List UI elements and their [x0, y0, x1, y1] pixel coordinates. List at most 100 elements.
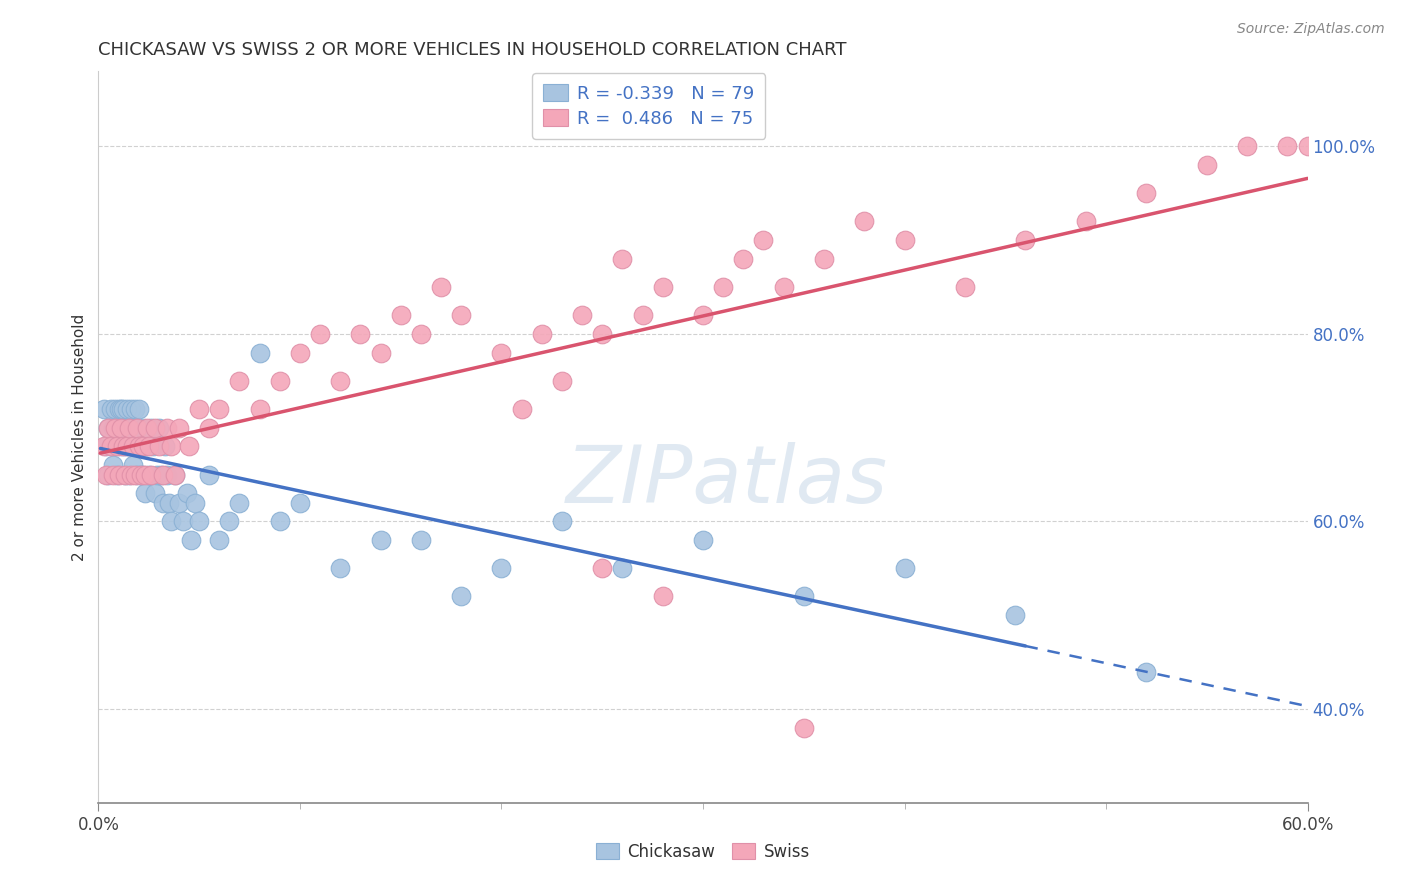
Point: [1074, 214, 1097, 228]
Point: [156, 467, 179, 482]
Point: [184, 496, 207, 510]
Point: [148, 420, 170, 434]
Legend: Chickasaw, Swiss: Chickasaw, Swiss: [589, 837, 817, 868]
Point: [152, 496, 174, 510]
Point: [329, 561, 352, 575]
Y-axis label: 2 or more Vehicles in Household: 2 or more Vehicles in Household: [72, 313, 87, 561]
Point: [128, 401, 150, 416]
Point: [132, 467, 155, 482]
Point: [134, 486, 156, 500]
Point: [813, 252, 835, 266]
Point: [612, 561, 634, 575]
Point: [124, 440, 146, 454]
Point: [135, 420, 157, 434]
Point: [409, 326, 432, 341]
Point: [93, 401, 115, 416]
Point: [188, 401, 211, 416]
Point: [692, 308, 714, 322]
Point: [288, 345, 311, 359]
Point: [134, 440, 156, 454]
Point: [612, 252, 634, 266]
Point: [228, 374, 250, 388]
Point: [128, 440, 150, 454]
Point: [450, 308, 472, 322]
Point: [96, 467, 118, 482]
Point: [125, 467, 148, 482]
Point: [409, 533, 432, 548]
Point: [97, 420, 120, 434]
Point: [491, 561, 513, 575]
Point: [1004, 608, 1026, 623]
Point: [1135, 186, 1157, 201]
Point: [110, 420, 132, 434]
Point: [152, 467, 174, 482]
Point: [218, 515, 240, 529]
Point: [120, 401, 142, 416]
Point: [179, 440, 201, 454]
Point: [138, 467, 160, 482]
Point: [329, 374, 352, 388]
Point: [111, 440, 134, 454]
Point: [1236, 139, 1258, 153]
Point: [105, 440, 128, 454]
Point: [349, 326, 371, 341]
Point: [752, 233, 775, 247]
Point: [124, 401, 146, 416]
Point: [176, 486, 198, 500]
Point: [103, 401, 125, 416]
Point: [1135, 665, 1157, 679]
Point: [111, 401, 134, 416]
Point: [139, 420, 162, 434]
Point: [893, 561, 915, 575]
Point: [167, 420, 190, 434]
Point: [110, 401, 132, 416]
Point: [370, 345, 392, 359]
Point: [115, 440, 138, 454]
Point: [1014, 233, 1036, 247]
Point: [143, 420, 166, 434]
Text: ZIPatlas: ZIPatlas: [567, 442, 889, 520]
Point: [120, 440, 142, 454]
Point: [793, 590, 815, 604]
Point: [120, 467, 142, 482]
Point: [100, 440, 122, 454]
Point: [97, 420, 120, 434]
Point: [1195, 158, 1218, 172]
Point: [551, 515, 574, 529]
Point: [309, 326, 332, 341]
Point: [953, 280, 976, 294]
Point: [129, 467, 152, 482]
Point: [148, 440, 170, 454]
Text: CHICKASAW VS SWISS 2 OR MORE VEHICLES IN HOUSEHOLD CORRELATION CHART: CHICKASAW VS SWISS 2 OR MORE VEHICLES IN…: [98, 41, 846, 59]
Point: [115, 440, 138, 454]
Point: [125, 420, 148, 434]
Point: [149, 467, 172, 482]
Point: [129, 467, 152, 482]
Point: [692, 533, 714, 548]
Point: [167, 496, 190, 510]
Point: [160, 440, 183, 454]
Point: [157, 496, 180, 510]
Point: [530, 326, 553, 341]
Point: [163, 467, 186, 482]
Point: [139, 467, 162, 482]
Point: [138, 440, 160, 454]
Point: [105, 420, 128, 434]
Point: [142, 440, 165, 454]
Point: [269, 515, 291, 529]
Point: [103, 420, 125, 434]
Point: [103, 440, 125, 454]
Point: [121, 458, 143, 473]
Point: [228, 496, 250, 510]
Point: [711, 280, 734, 294]
Point: [450, 590, 472, 604]
Point: [269, 374, 291, 388]
Point: [124, 467, 146, 482]
Point: [121, 420, 143, 434]
Point: [491, 345, 513, 359]
Point: [793, 721, 815, 735]
Point: [160, 515, 183, 529]
Point: [134, 467, 156, 482]
Point: [198, 420, 221, 434]
Point: [129, 440, 152, 454]
